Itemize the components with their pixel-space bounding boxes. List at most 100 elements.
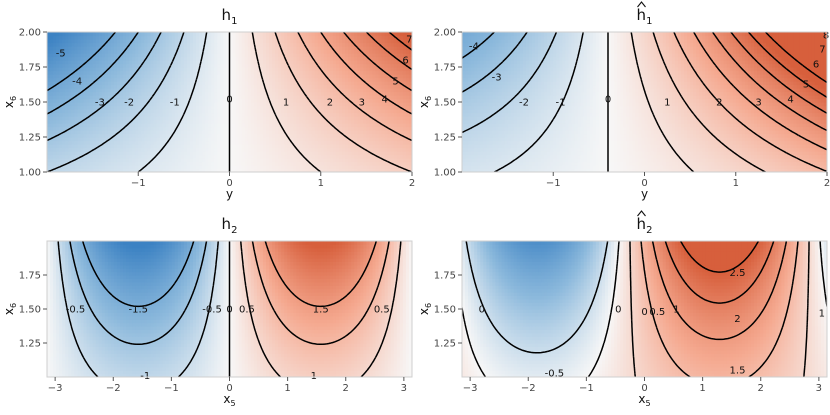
- heatmap-cell: [123, 35, 127, 40]
- heatmap-cell: [208, 56, 212, 61]
- heatmap-cell: [687, 168, 691, 172]
- heatmap-cell: [47, 42, 51, 47]
- heatmap-cell: [699, 168, 703, 172]
- heatmap-cell: [141, 39, 145, 44]
- heatmap-cell: [196, 53, 200, 58]
- heatmap-cell: [71, 102, 75, 107]
- heatmap-cell: [259, 88, 264, 93]
- heatmap-cell: [717, 168, 722, 172]
- heatmap-cell: [165, 168, 170, 172]
- heatmap-cell: [214, 49, 218, 54]
- heatmap-cell: [308, 133, 313, 138]
- heatmap-cell: [360, 112, 364, 117]
- heatmap-cell: [53, 39, 57, 44]
- heatmap-cell: [247, 81, 252, 86]
- heatmap-cell: [202, 168, 206, 172]
- heatmap-cell: [402, 158, 407, 163]
- heatmap-cell: [345, 84, 349, 89]
- heatmap-cell: [162, 165, 167, 170]
- heatmap-cell: [396, 81, 401, 86]
- heatmap-cell: [269, 105, 273, 110]
- contour-line-level--5: [47, 32, 116, 92]
- heatmap-cell: [223, 95, 228, 100]
- heatmap-cell: [287, 119, 291, 124]
- heatmap-cell: [196, 158, 200, 163]
- heatmap-cell: [266, 144, 270, 149]
- heatmap-cell: [47, 116, 51, 121]
- heatmap-cell: [159, 112, 164, 117]
- heatmap-cell: [405, 32, 410, 37]
- heatmap-cell: [363, 126, 367, 131]
- heatmap-cell: [366, 95, 371, 100]
- heatmap-cell: [193, 151, 197, 156]
- heatmap-cell: [354, 147, 358, 152]
- heatmap-cell: [314, 144, 319, 149]
- heatmap-cell: [141, 130, 145, 135]
- heatmap-cell: [135, 154, 139, 159]
- heatmap-cell: [302, 130, 307, 135]
- heatmap-cell: [171, 74, 176, 79]
- heatmap-cell: [83, 35, 88, 40]
- heatmap-cell: [180, 56, 185, 61]
- heatmap-cell: [217, 137, 221, 142]
- heatmap-cell: [296, 98, 301, 103]
- heatmap-cell: [296, 49, 301, 54]
- heatmap-cell: [138, 91, 142, 96]
- contour-line-level-2: [274, 32, 412, 172]
- heatmap-cell: [259, 53, 264, 58]
- heatmap-cell: [101, 137, 106, 142]
- heatmap-cell: [305, 81, 310, 86]
- heatmap-cell: [53, 130, 57, 135]
- heatmap-cell: [193, 35, 197, 40]
- heatmap-cell: [174, 63, 179, 68]
- heatmap-cell: [156, 74, 161, 79]
- heatmap-cell: [408, 42, 412, 47]
- heatmap-cell: [68, 123, 72, 128]
- heatmap-cell: [120, 112, 124, 117]
- heatmap-cell: [220, 109, 225, 114]
- heatmap-cell: [326, 140, 331, 145]
- heatmap-cell: [150, 102, 155, 107]
- heatmap-cell: [284, 137, 288, 142]
- heatmap-cell: [220, 95, 225, 100]
- heatmap-cell: [126, 53, 130, 58]
- heatmap-cell: [74, 60, 79, 65]
- heatmap-cell: [104, 56, 109, 61]
- heatmap-cell: [171, 39, 176, 44]
- heatmap-cell: [814, 168, 819, 172]
- heatmap-cell: [177, 105, 182, 110]
- heatmap-cell: [120, 63, 124, 68]
- heatmap-cell: [332, 147, 337, 152]
- heatmap-cell: [68, 161, 72, 166]
- heatmap-cell: [335, 126, 340, 131]
- heatmap-cell: [253, 109, 258, 114]
- heatmap-cell: [363, 98, 367, 103]
- heatmap-cell: [86, 67, 91, 72]
- heatmap-cell: [384, 67, 389, 72]
- heatmap-cell: [354, 42, 358, 47]
- heatmap-cell: [332, 81, 337, 86]
- heatmap-cell: [293, 88, 298, 93]
- heatmap-cell: [369, 32, 374, 37]
- heatmap-cell: [208, 81, 212, 86]
- heatmap-cell: [525, 165, 530, 170]
- heatmap-cell: [244, 168, 249, 172]
- heatmap-cell: [293, 123, 298, 128]
- heatmap-cell: [393, 70, 398, 75]
- heatmap-cell: [107, 42, 112, 47]
- heatmap-cell: [235, 158, 240, 163]
- heatmap-cell: [159, 98, 164, 103]
- heatmap-cell: [363, 74, 367, 79]
- heatmap-cell: [320, 109, 325, 114]
- heatmap-cell: [405, 84, 410, 89]
- heatmap-cell: [226, 70, 231, 75]
- heatmap-cell: [483, 165, 487, 170]
- heatmap-cell: [384, 130, 389, 135]
- heatmap-cell: [132, 165, 136, 170]
- heatmap-cell: [378, 161, 383, 166]
- heatmap-cell: [202, 49, 206, 54]
- heatmap-cell: [77, 53, 82, 58]
- heatmap-cell: [293, 109, 298, 114]
- heatmap-cell: [311, 158, 316, 163]
- heatmap-cell: [345, 56, 349, 61]
